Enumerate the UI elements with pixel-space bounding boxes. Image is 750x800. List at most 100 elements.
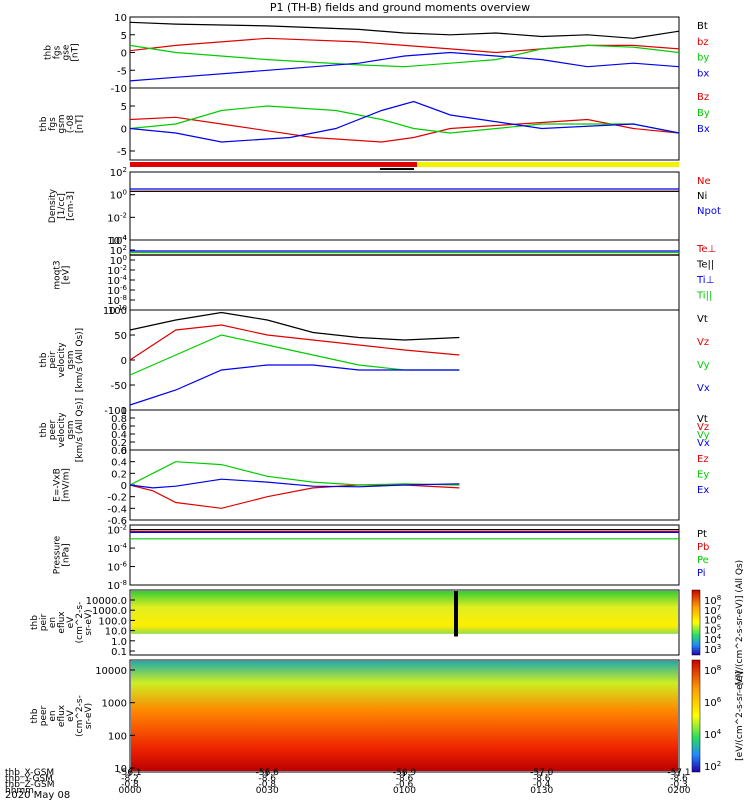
y-axis-label: (cm^2-s-: [75, 695, 85, 737]
x-axis-value: 0000: [119, 786, 142, 796]
x-axis-value: 0200: [668, 786, 691, 796]
colorbar-tick-label: 105: [704, 623, 721, 636]
legend-Te||: Te||: [696, 260, 714, 271]
series-line-Ex: [129, 478, 460, 489]
panel-6: thb peer velocity gsm [km/s (All Qs)] 10.80.6…: [39, 398, 710, 462]
y-tick-label: 10-10: [103, 304, 127, 317]
series-line-by: [129, 44, 680, 68]
y-axis-label: E=-VxB: [53, 468, 63, 502]
y-tick-label: 10-2: [107, 524, 127, 537]
y-axis-label: gsm: [66, 350, 76, 369]
y-tick-label: 10-4: [107, 234, 127, 247]
colorbar-tick-label: 106: [704, 614, 722, 627]
legend-Ti||: Ti||: [696, 291, 712, 302]
panel-4: moqt3 [eV]10410210010-210-410-610-810-10T…: [53, 234, 717, 317]
legend-Npot: Npot: [697, 206, 721, 217]
series-line-Vt: [129, 311, 460, 341]
y-axis-label: [km/s (All Qs)]: [75, 398, 85, 462]
x-axis-value: -0.3: [670, 780, 688, 790]
y-axis-label: velocity: [57, 412, 67, 448]
panel-2: thb fgs gsm (-08 [nT] 5 0 -5 Bz By Bx: [39, 87, 710, 161]
legend-Bt: Bt: [697, 21, 708, 32]
x-axis-row-label: thb_X-GSM: [5, 768, 54, 778]
y-tick-label: 1000.0: [92, 606, 127, 617]
y-tick-label: 10000: [95, 666, 127, 677]
y-tick-label: 100.0: [98, 616, 127, 627]
x-axis-value: 0100: [393, 786, 416, 796]
legend-Pi: Pi: [697, 568, 706, 579]
series-line-Bt: [129, 21, 680, 39]
y-axis-label: [eV]: [62, 266, 72, 285]
panel-frame: [129, 589, 680, 656]
y-tick-label: 100: [108, 731, 127, 742]
legend-bx: bx: [697, 68, 709, 79]
legend-Vx: Vx: [697, 438, 710, 449]
panel-frame: [129, 87, 680, 161]
y-axis-label: gsm: [66, 420, 76, 439]
y-axis-label: peir: [39, 613, 49, 631]
heatmap-field: [131, 661, 678, 771]
colorbar: [691, 659, 701, 773]
legend-Vx: Vx: [697, 383, 710, 394]
y-tick-label: 104: [110, 234, 128, 247]
x-axis-value: -8.6: [396, 774, 414, 784]
colorbar-tick-label: 104: [704, 728, 722, 741]
x-axis-value: -0.8: [258, 780, 276, 790]
y-axis-label: thb: [39, 116, 49, 131]
y-tick-label: 10-4: [107, 274, 127, 287]
panel-10: thb peer en eflux eV (cm^2-s-sr-eV) 10000 1000 1…: [30, 659, 745, 775]
mode-bar-black-segment: [380, 168, 414, 170]
series-line-Ez: [129, 484, 460, 509]
y-tick-label: 10-8: [107, 579, 127, 592]
panel-5: thb peir velocity gsm [km/s (All Qs)] 100 50 0 -…: [39, 306, 710, 417]
y-tick-label: 10: [114, 764, 127, 775]
y-axis-label: eV: [66, 616, 76, 629]
panel-8: Pressure [nPa] 10-2 10-4 10-6 10-8 Pt Pb Pe Pi: [53, 524, 710, 592]
legend-Pe: Pe: [697, 555, 709, 566]
legend-by: by: [697, 53, 709, 64]
legend-Ex: Ex: [697, 485, 709, 496]
colorbar-tick-label: 106: [704, 696, 722, 709]
y-tick-label: 10-2: [107, 264, 127, 277]
series-line-Ey: [129, 461, 460, 486]
series-line-Vz: [129, 324, 460, 361]
heatmap-dropout: [454, 591, 458, 637]
y-axis-label: [nT]: [75, 115, 85, 133]
y-tick-label: 1.0: [111, 637, 127, 648]
y-axis-label: [km/s (All Qs)]: [75, 328, 85, 392]
legend-Vz: Vz: [697, 422, 709, 433]
y-axis-label: thb: [30, 708, 40, 723]
y-tick-label: 0: [121, 49, 127, 60]
y-axis-label: peer: [39, 705, 49, 726]
y-axis-label: en: [48, 710, 58, 721]
y-axis-label: eflux: [57, 704, 67, 727]
x-axis-value: -56.6: [256, 768, 280, 778]
y-axis-label: Density: [48, 188, 58, 223]
y-tick-label: -5: [117, 147, 127, 158]
series-line-bx: [129, 51, 680, 82]
y-tick-label: 10-8: [107, 294, 127, 307]
panel-frame: [129, 409, 680, 451]
y-tick-label: 0.2: [111, 438, 127, 449]
y-axis-label: [cm-3]: [66, 191, 76, 221]
y-axis-label: Pressure: [53, 535, 63, 574]
y-tick-label: 5: [121, 31, 127, 42]
panel-frame: [129, 524, 680, 586]
x-axis-row-label: thb_Z-GSM: [5, 780, 54, 790]
y-tick-label: -5: [117, 66, 127, 77]
legend-bz: bz: [697, 37, 709, 48]
y-axis-label: thb: [44, 45, 54, 60]
y-axis-label: eflux: [57, 611, 67, 634]
legend-Ni: Ni: [697, 191, 707, 202]
y-axis-label: en: [48, 617, 58, 628]
legend-Ey: Ey: [697, 470, 709, 481]
y-tick-label: 102: [110, 244, 127, 257]
x-axis-row-label: hhmm: [5, 786, 34, 796]
y-tick-label: 0.6: [111, 422, 127, 433]
y-axis-label: thb: [39, 352, 49, 367]
y-axis-label: sr-eV): [84, 703, 94, 729]
y-tick-label: 0.8: [111, 414, 127, 425]
panel-frame: [129, 171, 680, 241]
y-tick-label: -10: [111, 84, 127, 95]
y-tick-label: 0: [121, 125, 127, 136]
